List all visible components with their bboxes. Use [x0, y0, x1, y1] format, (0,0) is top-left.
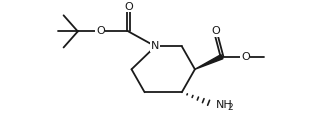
Text: 2: 2 — [228, 103, 233, 112]
Text: NH: NH — [216, 100, 233, 110]
Polygon shape — [195, 55, 223, 69]
Text: N: N — [151, 41, 160, 51]
Text: O: O — [124, 2, 133, 12]
Text: O: O — [212, 26, 220, 36]
Text: O: O — [241, 52, 250, 62]
Text: O: O — [96, 26, 105, 36]
